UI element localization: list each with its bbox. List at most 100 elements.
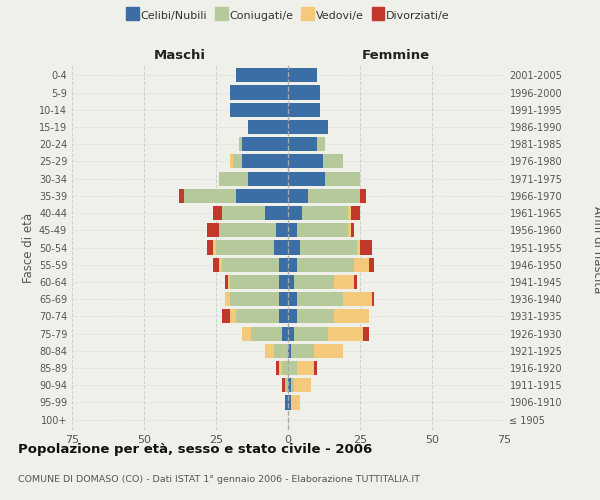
Bar bbox=[236, 68, 288, 82]
Bar bbox=[288, 240, 371, 254]
Bar bbox=[248, 120, 288, 134]
Bar bbox=[265, 344, 288, 358]
Bar bbox=[242, 154, 288, 168]
Bar bbox=[288, 120, 328, 134]
Bar bbox=[288, 396, 291, 409]
Bar bbox=[230, 102, 288, 117]
Bar bbox=[219, 172, 288, 185]
Bar bbox=[288, 344, 314, 358]
Bar bbox=[239, 137, 288, 152]
Bar bbox=[288, 154, 323, 168]
Bar bbox=[230, 102, 288, 117]
Bar bbox=[288, 223, 354, 238]
Bar bbox=[230, 102, 288, 117]
Bar bbox=[222, 258, 288, 272]
Bar bbox=[219, 223, 288, 238]
Bar bbox=[236, 68, 288, 82]
Bar bbox=[219, 223, 288, 238]
Bar bbox=[288, 206, 352, 220]
Bar bbox=[288, 68, 317, 82]
Bar bbox=[288, 326, 368, 340]
Bar bbox=[288, 326, 363, 340]
Bar bbox=[288, 361, 317, 375]
Legend: Celibi/Nubili, Coniugati/e, Vedovi/e, Divorziati/e: Celibi/Nubili, Coniugati/e, Vedovi/e, Di… bbox=[124, 8, 452, 23]
Bar bbox=[222, 206, 288, 220]
Bar bbox=[216, 240, 288, 254]
Bar bbox=[277, 361, 288, 375]
Bar bbox=[288, 137, 317, 152]
Bar bbox=[248, 172, 288, 185]
Bar bbox=[288, 154, 343, 168]
Bar bbox=[288, 86, 320, 100]
Bar bbox=[288, 396, 291, 409]
Bar bbox=[236, 68, 288, 82]
Bar bbox=[288, 344, 291, 358]
Bar bbox=[213, 206, 288, 220]
Bar bbox=[288, 102, 320, 117]
Bar bbox=[288, 189, 360, 203]
Bar bbox=[184, 189, 288, 203]
Bar bbox=[274, 344, 288, 358]
Bar bbox=[248, 120, 288, 134]
Bar bbox=[288, 172, 360, 185]
Bar bbox=[288, 275, 357, 289]
Bar bbox=[233, 154, 288, 168]
Bar bbox=[280, 292, 288, 306]
Bar bbox=[230, 275, 288, 289]
Bar bbox=[230, 292, 288, 306]
Bar bbox=[288, 172, 325, 185]
Bar bbox=[288, 137, 325, 152]
Bar bbox=[288, 240, 357, 254]
Bar bbox=[242, 326, 288, 340]
Bar bbox=[213, 258, 288, 272]
Bar bbox=[242, 326, 288, 340]
Bar bbox=[230, 154, 288, 168]
Bar bbox=[288, 240, 299, 254]
Bar bbox=[208, 223, 288, 238]
Bar bbox=[239, 137, 288, 152]
Bar bbox=[288, 86, 320, 100]
Bar bbox=[288, 102, 320, 117]
Bar bbox=[236, 189, 288, 203]
Bar bbox=[236, 310, 288, 324]
Bar bbox=[288, 258, 368, 272]
Y-axis label: Fasce di età: Fasce di età bbox=[22, 212, 35, 282]
Bar bbox=[285, 396, 288, 409]
Bar bbox=[285, 396, 288, 409]
Bar bbox=[288, 189, 308, 203]
Bar bbox=[277, 223, 288, 238]
Bar bbox=[219, 172, 288, 185]
Bar bbox=[288, 275, 334, 289]
Bar bbox=[224, 275, 288, 289]
Bar bbox=[288, 310, 296, 324]
Bar bbox=[242, 137, 288, 152]
Bar bbox=[288, 378, 291, 392]
Bar bbox=[227, 275, 288, 289]
Bar bbox=[213, 240, 288, 254]
Bar bbox=[288, 206, 360, 220]
Bar bbox=[288, 120, 328, 134]
Bar bbox=[285, 378, 288, 392]
Bar bbox=[288, 137, 325, 152]
Bar bbox=[219, 258, 288, 272]
Bar bbox=[288, 396, 299, 409]
Bar bbox=[285, 378, 288, 392]
Bar bbox=[288, 326, 328, 340]
Bar bbox=[280, 275, 288, 289]
Bar bbox=[288, 172, 360, 185]
Bar bbox=[288, 172, 360, 185]
Bar bbox=[288, 86, 320, 100]
Bar bbox=[288, 310, 334, 324]
Bar bbox=[288, 378, 311, 392]
Bar bbox=[288, 68, 317, 82]
Bar bbox=[282, 361, 288, 375]
Bar bbox=[265, 344, 288, 358]
Bar bbox=[285, 396, 288, 409]
Bar bbox=[288, 292, 343, 306]
Bar bbox=[224, 292, 288, 306]
Bar bbox=[288, 223, 352, 238]
Bar bbox=[248, 120, 288, 134]
Bar bbox=[288, 102, 320, 117]
Bar bbox=[179, 189, 288, 203]
Bar bbox=[288, 206, 349, 220]
